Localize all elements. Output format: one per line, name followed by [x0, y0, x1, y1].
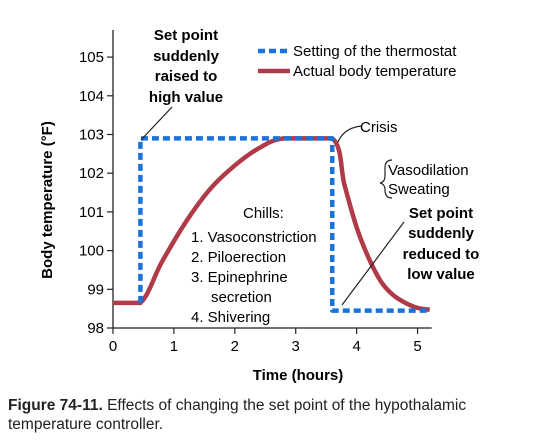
x-tick-label: 4 [352, 338, 360, 355]
y-tick-label: 98 [87, 320, 104, 337]
reduced-line-4: low value [407, 266, 475, 283]
caption-text: Effects of changing the set point of the… [8, 397, 467, 433]
chills-item-4: 4. Shivering [191, 309, 270, 326]
y-tick-label: 99 [87, 281, 104, 298]
x-tick-label: 3 [292, 338, 300, 355]
crisis-label: Crisis [360, 119, 398, 136]
annotation-chills: Chills: 1. Vasoconstriction 2. Piloerect… [191, 205, 317, 326]
reduced-line-2: suddenly [408, 225, 475, 242]
y-axis-title: Body temperature (°F) [39, 121, 56, 279]
chart: Body temperature (°F) Time (hours) 98 99 1… [39, 27, 480, 384]
y-tick-label: 104 [79, 88, 104, 105]
x-tick-label: 2 [231, 338, 239, 355]
axes: 98 99 100 101 102 103 104 105 0 1 2 3 4 5 [79, 30, 432, 355]
chills-item-2: 2. Piloerection [191, 249, 286, 266]
raised-line-3: raised to [155, 68, 218, 85]
series-body-temperature-line [113, 136, 431, 313]
x-tick-label: 1 [170, 338, 178, 355]
figure-caption: Figure 74-11. Effects of changing the se… [8, 396, 533, 434]
reduced-pointer [341, 221, 405, 306]
chills-item-3-cont: secretion [211, 289, 272, 306]
chills-item-3: 3. Epinephrine [191, 269, 288, 286]
raised-line-4: high value [149, 89, 223, 106]
legend-label-thermostat: Setting of the thermostat [293, 43, 457, 60]
chills-item-1: 1. Vasoconstriction [191, 229, 317, 246]
vasodilation-brace [379, 159, 393, 199]
y-tick-label: 103 [79, 126, 104, 143]
reduced-line-1: Set point [409, 205, 473, 222]
crisis-pointer [337, 125, 362, 143]
legend-label-body: Actual body temperature [293, 63, 456, 80]
y-tick-label: 101 [79, 204, 104, 221]
x-tick-label: 5 [413, 338, 421, 355]
legend: Setting of the thermostat Actual body te… [258, 43, 457, 80]
series-thermostat-line [138, 136, 430, 313]
caption-label: Figure 74-11. [8, 397, 103, 414]
annotation-reduced: Set point suddenly reduced to low value [403, 205, 480, 283]
x-tick-label: 0 [109, 338, 117, 355]
raised-line-2: suddenly [153, 48, 220, 65]
vasodilation-label: Vasodilation [388, 162, 469, 179]
annotation-raised: Set point suddenly raised to high value [149, 27, 223, 106]
raised-pointer [140, 106, 173, 141]
plot-area [113, 136, 431, 313]
raised-line-1: Set point [154, 27, 218, 44]
y-tick-label: 105 [79, 49, 104, 66]
reduced-line-3: reduced to [403, 246, 480, 263]
sweating-label: Sweating [388, 181, 450, 198]
y-tick-label: 100 [79, 243, 104, 260]
x-axis-title: Time (hours) [253, 367, 344, 384]
y-tick-label: 102 [79, 165, 104, 182]
chills-title: Chills: [243, 205, 284, 222]
